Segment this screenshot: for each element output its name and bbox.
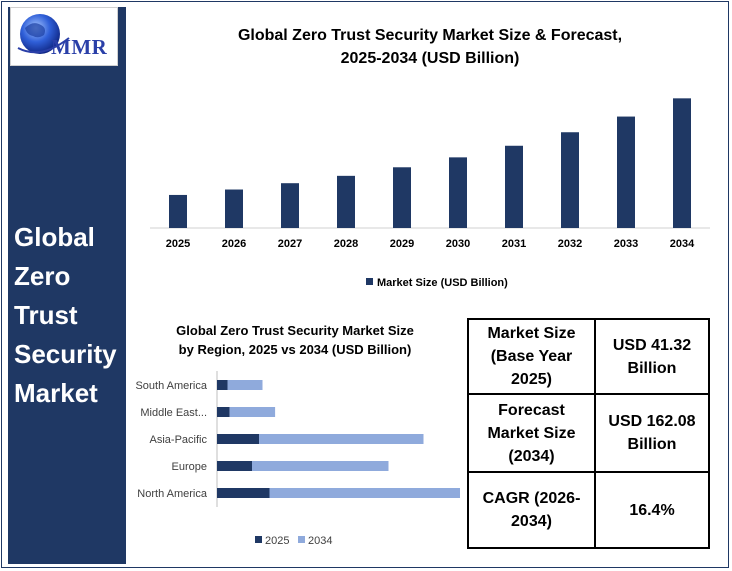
- globe-icon: [17, 14, 70, 54]
- bar-2031: [505, 145, 523, 228]
- region-chart-title-line: Global Zero Trust Security Market Size: [176, 323, 414, 338]
- bar-2026: [225, 189, 243, 228]
- logo-text: MMR: [51, 35, 108, 59]
- stats-value: USD 162.08 Billion: [594, 393, 710, 473]
- x-tick-label: 2034: [670, 238, 695, 250]
- sidebar: [8, 7, 126, 564]
- legend-swatch: [298, 536, 305, 543]
- sidebar-title-line: Market: [14, 378, 98, 408]
- sidebar-title-line: Security: [14, 339, 117, 369]
- bar-2028: [337, 175, 355, 228]
- region-chart-title-line: by Region, 2025 vs 2034 (USD Billion): [178, 342, 412, 357]
- y-tick-label: Middle East...: [140, 407, 207, 419]
- bar-2033: [617, 116, 635, 228]
- x-tick-label: 2028: [334, 238, 358, 250]
- bar-2034: [269, 488, 460, 498]
- stats-value: USD 41.32 Billion: [594, 318, 710, 395]
- y-tick-label: Asia-Pacific: [150, 434, 208, 446]
- bar-2029: [393, 167, 411, 228]
- stats-row: Market Size (Base Year 2025) USD 41.32 B…: [467, 318, 710, 395]
- x-tick-label: 2033: [614, 238, 638, 250]
- x-tick-label: 2031: [502, 238, 526, 250]
- main-chart-title-line: Global Zero Trust Security Market Size &…: [237, 27, 623, 44]
- logo: MMR: [10, 7, 118, 66]
- x-tick-label: 2032: [558, 238, 582, 250]
- sidebar-title-line: Global: [14, 222, 95, 252]
- bar-2025: [169, 194, 187, 228]
- bar-2034: [259, 434, 424, 444]
- bar-2025: [217, 461, 252, 471]
- legend-swatch: [366, 278, 373, 285]
- y-tick-label: Europe: [172, 461, 207, 473]
- stats-key: Market Size (Base Year 2025): [467, 318, 596, 395]
- bar-2034: [227, 380, 263, 390]
- stats-key: Forecast Market Size (2034): [467, 393, 596, 473]
- bar-2025: [217, 488, 270, 498]
- y-tick-label: North America: [137, 488, 208, 500]
- region-bar-chart: South America Middle East... Asia-Pacific E…: [135, 371, 460, 547]
- x-tick-label: 2027: [278, 238, 302, 250]
- stats-key: CAGR (2026-2034): [467, 471, 596, 549]
- bar-2025: [217, 407, 230, 417]
- stats-value: 16.4%: [594, 471, 710, 549]
- bar-2034: [252, 461, 389, 471]
- x-tick-label: 2030: [446, 238, 470, 250]
- main-chart-title: Global Zero Trust Security Market Size &…: [130, 24, 730, 70]
- legend-swatch: [255, 536, 262, 543]
- bar-2034: [673, 98, 691, 228]
- x-tick-label: 2026: [222, 238, 246, 250]
- stats-table: Market Size (Base Year 2025) USD 41.32 B…: [467, 318, 710, 549]
- bar-2034: [229, 407, 276, 417]
- bar-2025: [217, 434, 259, 444]
- x-tick-label: 2029: [390, 238, 414, 250]
- bar-2032: [561, 132, 579, 228]
- bar-2030: [449, 157, 467, 228]
- stats-row: CAGR (2026-2034) 16.4%: [467, 471, 710, 549]
- bar-2025: [217, 380, 228, 390]
- market-size-bar-chart: 2025 2026 2027 2028 2029 2030 2031 2032 2033 2034…: [150, 98, 710, 289]
- sidebar-title-line: Trust: [14, 300, 78, 330]
- main-chart-title-line: 2025-2034 (USD Billion): [340, 50, 520, 67]
- legend-label: 2025: [265, 535, 289, 547]
- bar-2027: [281, 183, 299, 228]
- y-tick-label: South America: [135, 380, 207, 392]
- x-tick-label: 2025: [166, 238, 190, 250]
- sidebar-title: Global Zero Trust Security Market: [14, 218, 117, 413]
- legend-label: 2034: [308, 535, 332, 547]
- region-chart-title: Global Zero Trust Security Market Size b…: [130, 321, 460, 359]
- sidebar-title-line: Zero: [14, 261, 71, 291]
- legend-label: Market Size (USD Billion): [377, 277, 508, 289]
- stats-row: Forecast Market Size (2034) USD 162.08 B…: [467, 393, 710, 473]
